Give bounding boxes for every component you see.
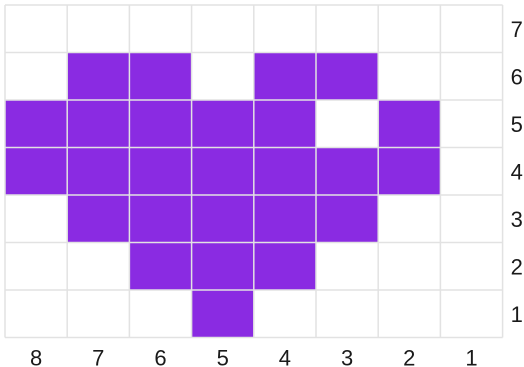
row-label-6: 6 <box>511 64 523 89</box>
filled-cell-col8-row5 <box>5 100 68 148</box>
filled-cell-col5-row3 <box>191 195 254 243</box>
filled-cell-col5-row1 <box>191 290 254 338</box>
row-label-5: 5 <box>511 112 523 137</box>
row-label-3: 3 <box>511 207 523 232</box>
filled-cell-col3-row4 <box>316 147 379 195</box>
column-label-1: 1 <box>465 346 477 367</box>
grid-lines <box>4 4 504 339</box>
filled-cell-col6-row6 <box>129 52 192 100</box>
column-label-3: 3 <box>341 346 353 367</box>
filled-cell-col6-row2 <box>129 242 192 290</box>
filled-cell-col8-row4 <box>5 147 68 195</box>
row-label-2: 2 <box>511 254 523 279</box>
filled-cell-col2-row4 <box>378 147 441 195</box>
filled-cell-col3-row3 <box>316 195 379 243</box>
column-label-5: 5 <box>217 346 229 367</box>
column-label-8: 8 <box>30 346 42 367</box>
filled-cell-col5-row2 <box>191 242 254 290</box>
column-label-7: 7 <box>92 346 104 367</box>
filled-cell-col4-row5 <box>253 100 316 148</box>
row-labels: 7 6 5 4 3 2 1 <box>511 17 523 327</box>
filled-cell-col7-row3 <box>67 195 130 243</box>
filled-cell-col5-row4 <box>191 147 254 195</box>
filled-cell-col7-row5 <box>67 100 130 148</box>
column-label-4: 4 <box>279 346 291 367</box>
filled-cell-col2-row5 <box>378 100 441 148</box>
cells-layer <box>5 52 441 338</box>
row-label-4: 4 <box>511 159 523 184</box>
row-label-1: 1 <box>511 302 523 327</box>
filled-cell-col7-row4 <box>67 147 130 195</box>
filled-cell-col6-row3 <box>129 195 192 243</box>
filled-cell-col6-row4 <box>129 147 192 195</box>
column-labels: 8 7 6 5 4 3 2 1 <box>30 346 478 367</box>
filled-cell-col4-row4 <box>253 147 316 195</box>
filled-cell-col5-row5 <box>191 100 254 148</box>
filled-cell-col6-row5 <box>129 100 192 148</box>
row-label-7: 7 <box>511 17 523 42</box>
filled-cell-col4-row2 <box>253 242 316 290</box>
filled-cell-col3-row6 <box>316 52 379 100</box>
filled-cell-col4-row3 <box>253 195 316 243</box>
column-label-2: 2 <box>403 346 415 367</box>
filled-cell-col7-row6 <box>67 52 130 100</box>
filled-cell-col4-row6 <box>253 52 316 100</box>
column-label-6: 6 <box>154 346 166 367</box>
